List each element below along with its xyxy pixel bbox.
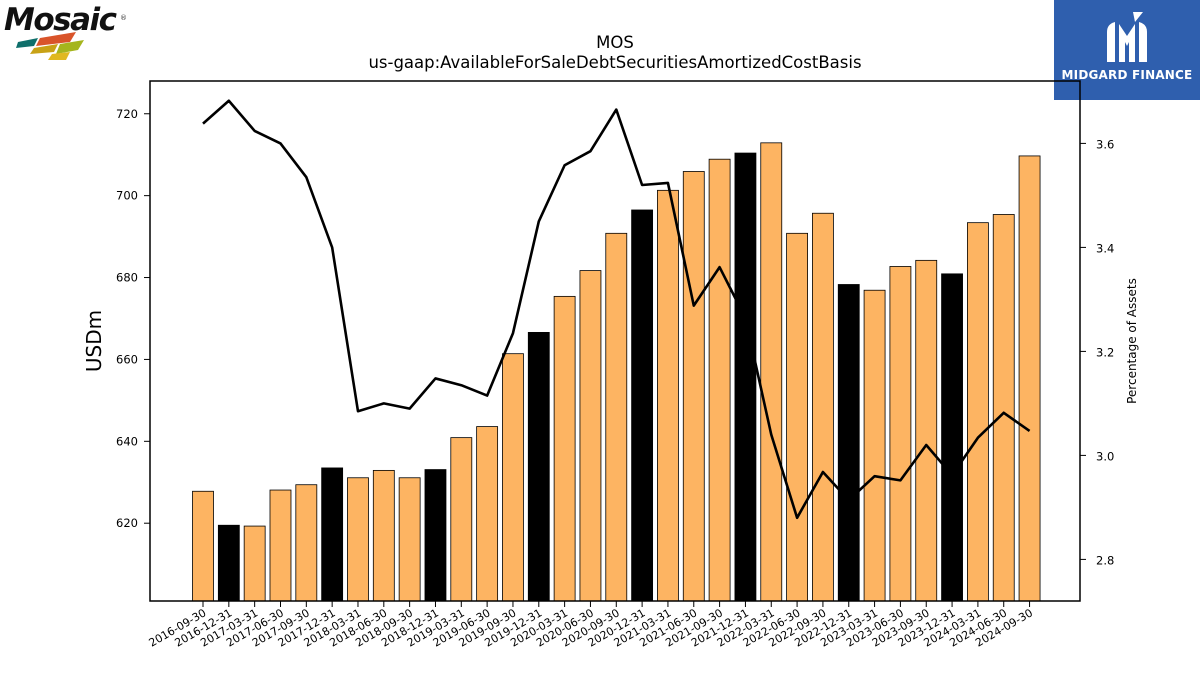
bar-2022-09-30 <box>812 212 834 602</box>
bar-2017-06-30 <box>269 489 292 602</box>
bar-2023-12-31 <box>941 273 963 602</box>
bar-2019-09-30 <box>502 353 524 602</box>
y-tick-label: 640 <box>116 434 138 448</box>
y2-tick-label: 2.8 <box>1096 553 1114 567</box>
bar-2019-06-30 <box>476 426 499 602</box>
bar-2021-12-31 <box>734 152 757 602</box>
company-logo-text: Mosaic <box>4 2 117 38</box>
chart-subtitle: us-gaap:AvailableForSaleDebtSecuritiesAm… <box>368 53 861 72</box>
y-tick-label: 660 <box>116 352 138 366</box>
y2-axis-label: Percentage of Assets <box>1125 278 1139 404</box>
y2-tick-label: 3.6 <box>1096 137 1114 151</box>
bar-2018-06-30 <box>372 469 395 602</box>
bar-2024-06-30 <box>992 214 1015 602</box>
bar-2020-03-31 <box>553 295 576 602</box>
plot-frame <box>149 80 1081 602</box>
bar-2017-09-30 <box>295 484 318 602</box>
y-axis-label: USDm <box>82 310 106 372</box>
bar-2018-09-30 <box>398 477 421 602</box>
percentage-line <box>202 99 1031 520</box>
right-axis: 2.8 3.0 3.2 3.4 3.6 <box>1080 137 1114 567</box>
bar-2022-12-31 <box>837 284 860 602</box>
y2-tick-label: 3.0 <box>1096 449 1114 463</box>
bar-2024-03-31 <box>967 222 989 602</box>
bar-2022-03-31 <box>760 142 783 602</box>
chart-title: MOS <box>596 33 634 52</box>
bar-2024-09-30 <box>1018 155 1041 602</box>
y-tick-label: 700 <box>116 189 138 203</box>
bars-layer <box>192 142 1041 602</box>
line-layer <box>202 99 1031 520</box>
bar-2022-06-30 <box>786 232 808 602</box>
bar-2016-09-30 <box>192 490 214 602</box>
y-tick-label: 680 <box>116 271 138 285</box>
bar-2023-09-30 <box>915 259 938 602</box>
bar-2021-06-30 <box>682 171 705 602</box>
bar-2018-03-31 <box>347 477 369 602</box>
y-tick-label: 620 <box>116 516 138 530</box>
bar-2023-03-31 <box>863 289 886 602</box>
y2-tick-label: 3.2 <box>1096 345 1114 359</box>
y2-tick-label: 3.4 <box>1096 241 1114 255</box>
bar-2021-09-30 <box>708 158 731 602</box>
bar-2020-12-31 <box>631 209 654 602</box>
partner-logo: MIDGARD FINANCE <box>1054 0 1200 100</box>
bar-2018-12-31 <box>424 469 447 602</box>
bar-2020-09-30 <box>605 232 628 602</box>
x-axis: 2016-09-302016-12-312017-03-312017-06-30… <box>147 601 1035 650</box>
bar-2017-03-31 <box>243 525 266 602</box>
bar-2017-12-31 <box>321 467 344 602</box>
company-logo: Mosaic ® <box>4 2 129 60</box>
bar-2021-03-31 <box>657 189 679 602</box>
bar-2019-12-31 <box>527 331 550 602</box>
midgard-logo-icon <box>1107 12 1147 62</box>
bar-2023-06-30 <box>889 266 912 602</box>
bar-2020-06-30 <box>579 270 602 602</box>
partner-name: MIDGARD FINANCE <box>1061 68 1193 82</box>
registered-mark: ® <box>120 14 127 22</box>
mosaic-tiles-icon <box>16 32 84 60</box>
bar-2016-12-31 <box>217 524 240 602</box>
left-axis: 620 640 660 680 700 720 <box>116 107 150 530</box>
y-tick-label: 720 <box>116 107 138 121</box>
bar-2019-03-31 <box>450 437 473 602</box>
